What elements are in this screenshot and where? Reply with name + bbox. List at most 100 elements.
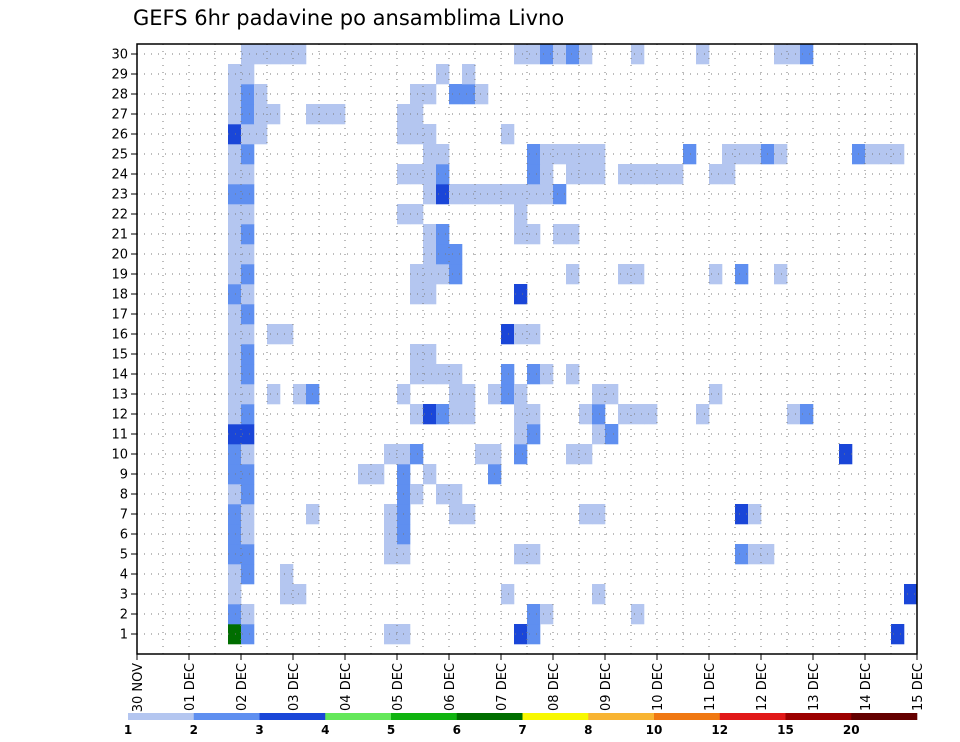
heatmap-cell [748, 544, 762, 565]
heatmap-cell [228, 544, 242, 565]
y-tick-label: 19 [111, 268, 128, 283]
heatmap-cell [423, 264, 437, 285]
legend-label: 5 [387, 723, 395, 737]
heatmap-cell [800, 404, 814, 425]
x-tick-label: 12 DEC [755, 663, 770, 711]
heatmap-cell [540, 184, 554, 205]
heatmap-cell [228, 344, 242, 365]
heatmap-cell [514, 184, 528, 205]
heatmap-cell [241, 144, 255, 165]
heatmap-cell [228, 404, 242, 425]
heatmap-cell [527, 164, 541, 185]
heatmap-cell [514, 624, 528, 645]
heatmap-cell [228, 624, 242, 645]
heatmap-cell [410, 404, 424, 425]
y-tick-label: 18 [111, 288, 128, 303]
heatmap-cell [423, 124, 437, 145]
heatmap-cell [423, 364, 437, 385]
x-tick-label: 03 DEC [287, 663, 302, 711]
heatmap-cell [592, 424, 606, 445]
heatmap-cell [267, 44, 281, 65]
heatmap-cell [527, 624, 541, 645]
heatmap-cell [722, 164, 736, 185]
heatmap-cell [241, 224, 255, 245]
heatmap-cell [436, 244, 450, 265]
y-tick-label: 7 [120, 508, 128, 523]
heatmap-cell [280, 584, 294, 605]
heatmap-cell [566, 144, 580, 165]
heatmap-cell [293, 384, 307, 405]
heatmap-cell [228, 264, 242, 285]
heatmap-cell [540, 364, 554, 385]
heatmap-cell [553, 184, 567, 205]
heatmap-cell [527, 424, 541, 445]
heatmap-cell [501, 364, 515, 385]
heatmap-cell [514, 324, 528, 345]
heatmap-cell [410, 344, 424, 365]
heatmap-cell [384, 544, 398, 565]
heatmap-cell [241, 104, 255, 125]
heatmap-cell [423, 464, 437, 485]
heatmap-cell [631, 404, 645, 425]
heatmap-cell [423, 244, 437, 265]
heatmap-cell [540, 144, 554, 165]
heatmap-cell [514, 444, 528, 465]
heatmap-cell [618, 264, 632, 285]
y-tick-label: 1 [120, 628, 128, 643]
heatmap-cell [228, 484, 242, 505]
heatmap-cell [241, 384, 255, 405]
heatmap-cell [449, 184, 463, 205]
heatmap-cell [293, 44, 307, 65]
heatmap-cell [384, 504, 398, 525]
heatmap-cell [592, 164, 606, 185]
heatmap-cell [631, 264, 645, 285]
heatmap-cell [735, 144, 749, 165]
heatmap-cell [241, 244, 255, 265]
heatmap-cell [787, 404, 801, 425]
y-tick-label: 3 [120, 588, 128, 603]
heatmap-cell [241, 444, 255, 465]
y-tick-label: 17 [111, 308, 128, 323]
heatmap-cell [228, 224, 242, 245]
heatmap-cell [228, 204, 242, 225]
y-tick-label: 22 [111, 208, 128, 223]
heatmap-cell [410, 264, 424, 285]
heatmap-cell [241, 64, 255, 85]
heatmap-cell [683, 144, 697, 165]
heatmap-cell [228, 244, 242, 265]
heatmap-cell [228, 84, 242, 105]
heatmap-cell [540, 604, 554, 625]
heatmap-cell [618, 164, 632, 185]
heatmap-cell [228, 184, 242, 205]
x-tick-label: 04 DEC [339, 663, 354, 711]
heatmap-cell [241, 304, 255, 325]
heatmap-cell [540, 164, 554, 185]
y-tick-label: 15 [111, 348, 128, 363]
heatmap-cell [462, 184, 476, 205]
heatmap-cell [527, 544, 541, 565]
heatmap-cell [631, 44, 645, 65]
y-tick-label: 11 [111, 428, 128, 443]
y-tick-label: 12 [111, 408, 128, 423]
legend-swatch [128, 713, 195, 720]
legend-swatch [851, 713, 918, 720]
y-tick-label: 29 [111, 68, 128, 83]
heatmap-cell [553, 144, 567, 165]
heatmap-cell [501, 584, 515, 605]
heatmap-cell [748, 144, 762, 165]
heatmap-cell [410, 204, 424, 225]
legend-swatch [391, 713, 458, 720]
heatmap-cell [527, 324, 541, 345]
heatmap-cell [566, 264, 580, 285]
legend-label: 12 [711, 723, 728, 737]
heatmap-cell [228, 364, 242, 385]
heatmap-cell [462, 504, 476, 525]
heatmap-cell [631, 164, 645, 185]
heatmap-cell [228, 424, 242, 445]
heatmap-cell [774, 44, 788, 65]
heatmap-cell [514, 404, 528, 425]
heatmap-cell [254, 84, 268, 105]
heatmap-cell [293, 584, 307, 605]
heatmap-cell [254, 44, 268, 65]
heatmap-cell [566, 444, 580, 465]
